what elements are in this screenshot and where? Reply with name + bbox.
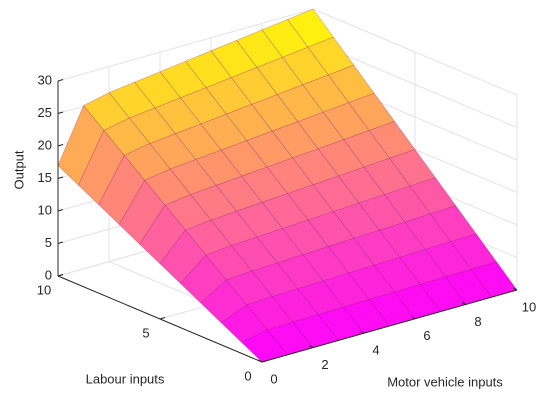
surface-patch [200,113,248,151]
surface-patch [57,105,105,186]
x-tick [461,301,467,305]
surface-patch [185,219,232,256]
surface-patch [128,107,176,144]
z-tick [57,111,64,114]
surface-patch [190,185,237,221]
x-tick [257,359,263,363]
z-tick [57,241,64,244]
y-tick [57,274,64,277]
x-tick [308,345,314,349]
x-tick-label: 8 [474,314,481,329]
y-tick-label: 0 [244,368,251,383]
z-tick-label: 10 [38,202,52,217]
y-tick [261,360,268,363]
x-tick [359,330,365,334]
grid-line [57,8,314,82]
x-tick-label: 0 [270,371,277,386]
y-tick [159,317,166,320]
surface-patch [144,168,192,206]
x-tick-label: 6 [423,328,430,343]
x-tick [512,287,518,291]
z-tick-label: 20 [38,137,52,152]
surface-patch [83,92,130,131]
surface-patch [210,210,258,246]
surface-patch [205,77,253,115]
z-tick [57,209,64,212]
z-tick-label: 25 [38,105,52,120]
z-tick-label: 0 [45,267,52,282]
y-axis-label: Labour inputs [86,371,165,386]
z-tick-label: 15 [38,170,52,185]
z-tick [57,79,64,82]
z-tick [57,144,64,147]
x-tick-label: 2 [321,357,328,372]
y-tick-label: 10 [37,282,51,297]
y-tick-label: 5 [142,325,149,340]
surface-patch [236,202,283,238]
x-tick-label: 10 [522,299,536,314]
surface-patch [103,117,151,156]
z-tick [57,176,64,179]
x-axis [261,289,518,363]
z-tick-label: 5 [45,235,52,250]
z-axis-label: Output [11,150,26,189]
x-axis-label: Motor vehicle inputs [387,374,503,389]
x-tick-label: 4 [372,343,379,358]
z-tick-label: 30 [38,72,52,87]
x-tick [410,316,416,320]
